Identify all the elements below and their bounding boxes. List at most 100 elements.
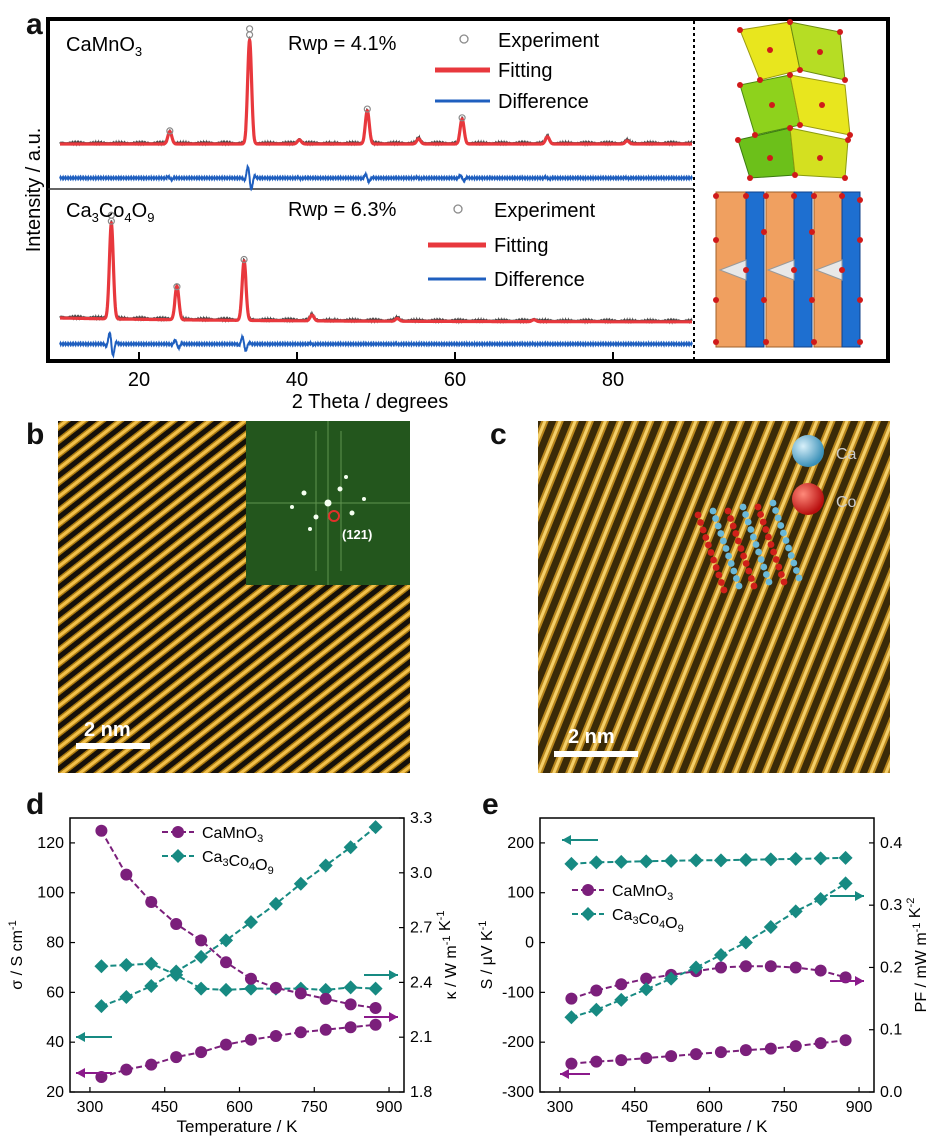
ca-atom	[757, 556, 765, 563]
panel-e-series-camno3-s-point	[615, 1054, 628, 1067]
panel-d-series-ca3co4o9--point	[119, 957, 134, 972]
ca-atom	[750, 533, 757, 541]
panel-d-y-tick-label: 80	[46, 935, 64, 952]
panel-e-y-tick-label: -300	[502, 1084, 534, 1101]
panel-d-y2-tick-label: 3.0	[410, 865, 432, 882]
panel-e-series-camno3-s-point	[839, 1034, 852, 1047]
panel-e-series-ca3co4o9-s-point	[589, 855, 604, 870]
panel-e-frame	[539, 817, 875, 1093]
panel-e-series-camno3-pf-line	[571, 965, 846, 1000]
panel-d-series-camno3--point	[319, 1023, 332, 1036]
fft-inset: (121)	[246, 421, 410, 585]
panel-d-x-tick-label: 750	[301, 1099, 328, 1116]
co-atom	[735, 537, 742, 545]
fft-spot-marker	[328, 510, 340, 522]
ca-atom	[772, 507, 779, 514]
panel-d-series-camno3--point	[170, 917, 183, 930]
panel-e-series-camno3-s-point	[640, 1052, 653, 1065]
ca-atom	[735, 582, 743, 590]
panel-d-series-camno3--point	[319, 992, 332, 1005]
panel-e-series-ca3co4o9-pf-point	[838, 876, 853, 891]
legend-bottom-difference: Difference	[494, 269, 585, 291]
panel-d-series-camno3--point	[145, 896, 158, 909]
panel-d-y2-tick-label: 2.7	[410, 920, 432, 937]
co-atom	[697, 519, 704, 526]
panel-d-series-ca3co4o9--point	[243, 915, 258, 930]
panel-d-series-camno3--point	[120, 1063, 133, 1076]
panel-d-series-ca3co4o9--point	[293, 876, 308, 891]
scale-bar-b-label: 2 nm	[84, 719, 131, 741]
panel-d-axis-arrowhead-2	[389, 970, 398, 980]
panel-d-series-ca3co4o9--point	[194, 981, 209, 996]
ca3co4o9-experiment-trace	[59, 220, 693, 325]
panel-a-xlabel: 2 Theta / degrees	[292, 391, 448, 413]
panel-d-series-camno3--point	[145, 1058, 158, 1071]
camno3-fitting-trace	[58, 38, 694, 146]
panel-d-series-ca3co4o9--line	[101, 962, 376, 991]
panel-e-series-ca3co4o9-s-point	[614, 854, 629, 869]
panel-e-y2-tick-label: 0.2	[880, 959, 902, 976]
panel-d-y-tick-label: 40	[46, 1034, 64, 1051]
panel-d-series-camno3--point	[120, 868, 133, 881]
ca-atom	[790, 559, 798, 567]
panel-e-series-camno3-s-point	[764, 1042, 777, 1055]
legend-bottom-experiment: Experiment	[494, 200, 596, 222]
ca-atom	[763, 571, 770, 578]
panel-e-legend-marker-camno3	[582, 884, 594, 896]
panel-d-series-camno3--point	[344, 998, 357, 1011]
panel-d-y-tick-label: 20	[46, 1084, 64, 1101]
panel-d-axis-arrowhead-1	[76, 1068, 85, 1078]
panel-c-hrtem: Ca Co 2 nm	[538, 421, 890, 773]
panel-e-x-tick-label: 600	[696, 1099, 723, 1116]
co-atom	[702, 534, 710, 541]
panel-e-series-ca3co4o9-s-line	[571, 856, 846, 865]
ca-atom	[739, 503, 747, 511]
co-atom	[694, 511, 702, 519]
panel-e-series-ca3co4o9-s-point	[713, 853, 728, 868]
ca-atom	[752, 541, 760, 548]
panel-e-series-camno3-pf-point	[590, 984, 603, 997]
panel-e-series-camno3-pf-point	[739, 960, 752, 973]
panel-e-y-tick-label: 0	[525, 935, 534, 952]
panel-d-series-camno3--point	[220, 1038, 233, 1051]
panel-a-x-tick-label: 40	[286, 369, 308, 391]
panel-e-series-ca3co4o9-pf-point	[614, 992, 629, 1007]
panel-e-axis-arrowhead-1	[560, 1069, 569, 1079]
panel-d-legend-marker-ca3co4o9	[171, 849, 185, 863]
panel-e-chart: 300 450 600 750 900 -300 -200 -100 0 100 200 0.0 0.1…	[477, 817, 930, 1136]
panel-d-series-ca3co4o9--point	[318, 858, 333, 873]
panel-e-series-ca3co4o9-pf-point	[763, 919, 778, 934]
panel-d-plot: 300 450 600 750 900 20 40 60 80 100 120 1.8 2.1 2.4 2.…	[7, 810, 460, 1136]
panel-d-chart: 300 450 600 750 900 20 40 60 80 100 120 1.8 2.1 2.4 2.…	[7, 810, 460, 1136]
panel-e-series-camno3-s-point	[590, 1055, 603, 1068]
panel-e-series-ca3co4o9-s-point	[664, 853, 679, 868]
co-atom	[759, 518, 767, 526]
panel-e-legend-label-1: Ca3Co4O9	[612, 907, 684, 935]
ca-atom	[744, 518, 752, 526]
panel-d-series-ca3co4o9--point	[343, 980, 358, 995]
ca3co4o9-experiment-peak-marker	[240, 255, 248, 264]
legend-bottom-experiment-marker	[453, 204, 463, 214]
panel-e-series-camno3-pf-point	[764, 960, 777, 973]
panel-d-series-ca3co4o9--point	[144, 956, 159, 971]
panel-d-legend-marker-camno3	[172, 826, 184, 838]
panel-e-ylabel: S / μV K-1	[477, 921, 496, 990]
co-atom	[710, 556, 717, 564]
panel-d-series-camno3--point	[195, 934, 208, 947]
panel-e-series-camno3-pf-point	[789, 961, 802, 974]
panel-d-ylabel: σ / S cm-1	[7, 920, 26, 989]
panel-d-series-camno3--point	[344, 1021, 357, 1034]
panel-d-series-ca3co4o9--point	[94, 959, 109, 974]
panel-e-series-ca3co4o9-pf-point	[738, 935, 753, 950]
panel-e-y-tick-label: 100	[507, 885, 534, 902]
panel-label-e: e	[482, 788, 499, 821]
panel-e-series-ca3co4o9-s-point	[788, 851, 803, 866]
co-atom-ball	[792, 483, 824, 515]
co-atom	[712, 564, 720, 571]
panel-d-y-tick-label: 120	[37, 835, 64, 852]
panel-label-a: a	[26, 8, 43, 41]
co-atom	[727, 515, 734, 522]
panel-e-series-ca3co4o9-pf-point	[564, 1010, 579, 1025]
camno3-experiment-peak-marker	[246, 25, 254, 33]
co-atom	[707, 549, 715, 556]
